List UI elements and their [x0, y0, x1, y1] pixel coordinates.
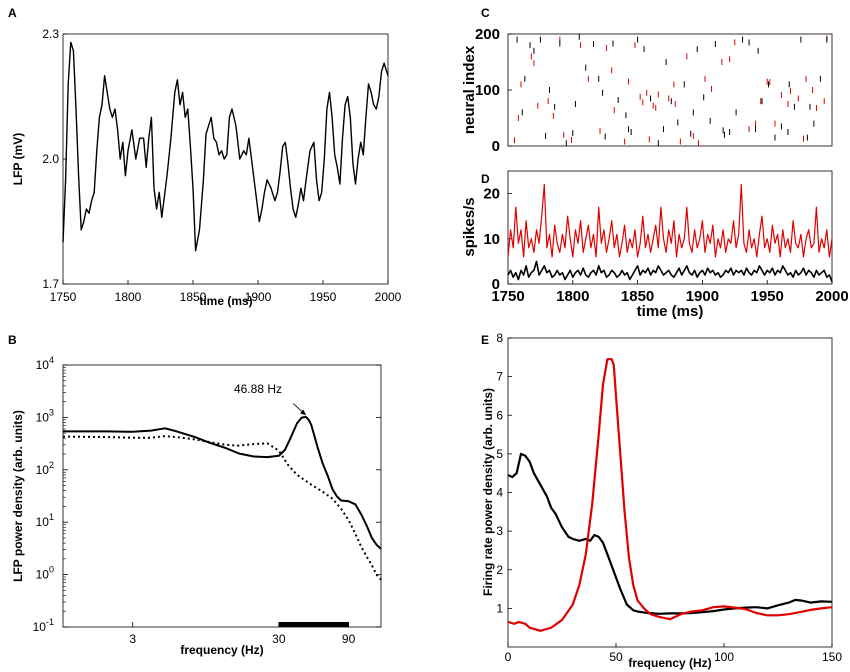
x-axis-label-e: frequency (Hz) — [628, 656, 711, 670]
x-tick-label: 1750 — [491, 288, 524, 305]
x-tick-label: 1950 — [751, 288, 784, 305]
red-spectrum-line — [507, 358, 833, 632]
x-tick-label: 3 — [129, 632, 136, 646]
y-axis-label-e: Firing rate power density (arb. units) — [481, 388, 495, 596]
x-tick-label: 1800 — [556, 288, 589, 305]
y-axis-label-c: neural index — [461, 45, 478, 134]
x-tick-label: 1900 — [686, 288, 719, 305]
plot-frame-c — [507, 33, 833, 147]
y-tick-label: 100 — [36, 565, 54, 582]
y-tick-label: 20 — [483, 186, 500, 203]
y-tick-label: 1.7 — [42, 277, 59, 291]
black-rate-line — [507, 260, 833, 282]
x-tick-label: 1850 — [621, 288, 654, 305]
x-tick-label: 1950 — [310, 290, 337, 304]
x-tick-label: 100 — [714, 650, 734, 664]
y-tick-label: 3 — [496, 524, 503, 538]
y-tick-label: 4 — [496, 486, 503, 500]
lfp-trace — [62, 41, 389, 252]
y-tick-label: 2 — [496, 563, 503, 577]
y-tick-label: 0 — [492, 276, 500, 293]
y-axis-label-b: LFP power density (arb. units) — [11, 410, 25, 582]
y-axis-label-a: LFP (mV) — [11, 133, 25, 185]
y-tick-label: 8 — [496, 331, 503, 345]
x-tick-label: 150 — [822, 650, 842, 664]
x-axis-label-d: time (ms) — [637, 303, 704, 320]
x-tick-label: 1750 — [50, 290, 77, 304]
power-spectrum-solid — [63, 415, 382, 550]
y-tick-label: 100 — [475, 82, 500, 99]
plot-frame-a — [62, 33, 389, 285]
x-axis-label-b: frequency (Hz) — [180, 643, 263, 657]
x-tick-label: 0 — [505, 650, 512, 664]
x-tick-label: 2000 — [815, 288, 848, 305]
panel-b: LFP power density (arb. units) frequency… — [11, 355, 382, 657]
panel-a: LFP (mV) time (ms) 1750 1800 1850 1900 1950 2… — [11, 27, 402, 308]
y-tick-label: 7 — [496, 370, 503, 384]
annotation-arrowhead — [300, 409, 307, 416]
frequency-band-bar — [278, 622, 349, 627]
y-tick-label: 10 — [483, 231, 500, 248]
y-tick-label: 10-1 — [33, 617, 54, 634]
x-axis-label-a: time (ms) — [199, 294, 252, 308]
panel-d: spikes/s time (ms) 1750 1800 1850 1900 1950 2… — [461, 170, 849, 320]
panel-c: neural index 0 100 200 — [461, 26, 833, 155]
y-tick-label: 104 — [36, 355, 54, 372]
peak-annotation: 46.88 Hz — [234, 382, 282, 396]
power-spectrum-dotted — [62, 435, 382, 581]
x-tick-label: 2000 — [375, 290, 402, 304]
panel-label-d: D — [481, 172, 490, 186]
y-tick-label: 102 — [36, 460, 54, 477]
y-tick-label: 2.3 — [42, 27, 59, 41]
x-tick-label: 1850 — [180, 290, 207, 304]
x-tick-label: 1800 — [115, 290, 142, 304]
x-tick-label: 1900 — [245, 290, 272, 304]
plot-frame-d — [507, 170, 833, 285]
x-tick-label: 30 — [272, 632, 286, 646]
y-tick-label: 0 — [492, 138, 500, 155]
y-tick-label: 200 — [475, 26, 500, 43]
x-tick-label: 90 — [342, 632, 356, 646]
y-tick-label: 101 — [36, 512, 54, 529]
panel-label-e: E — [481, 333, 489, 347]
y-tick-label: 103 — [36, 407, 54, 424]
y-axis-label-d: spikes/s — [461, 197, 478, 256]
y-tick-label: 5 — [496, 447, 503, 461]
plot-frame-b — [62, 364, 382, 628]
y-tick-label: 2.0 — [42, 152, 59, 166]
panel-label-b: B — [8, 333, 17, 347]
black-spectrum-line — [507, 452, 833, 615]
panel-e: Firing rate power density (arb. units) f… — [481, 331, 842, 670]
y-tick-label: 6 — [496, 408, 503, 422]
plot-frame-e — [507, 337, 833, 648]
panel-label-a: A — [8, 6, 17, 20]
red-rate-line — [507, 184, 833, 258]
x-tick-label: 50 — [609, 650, 623, 664]
panel-label-c: C — [481, 6, 490, 20]
y-tick-label: 1 — [496, 601, 503, 615]
